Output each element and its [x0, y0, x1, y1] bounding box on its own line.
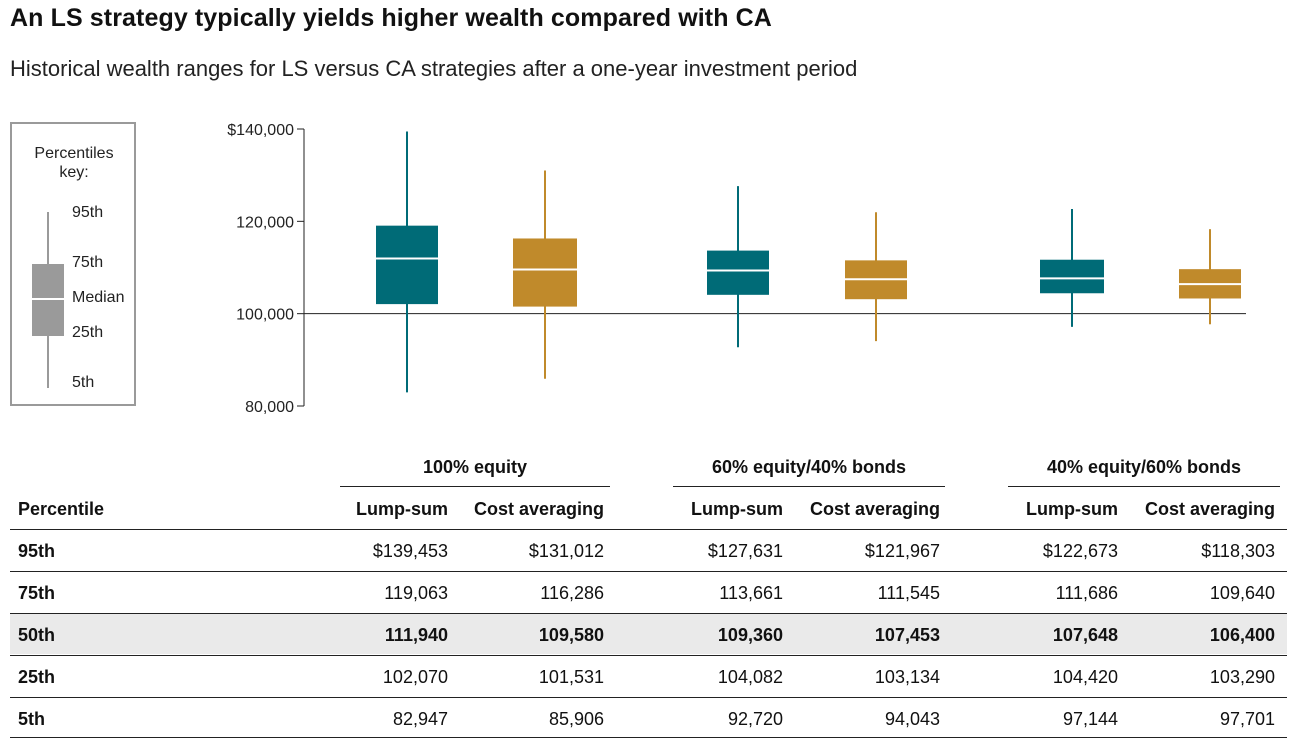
- legend-title-line1: Percentiles: [34, 145, 114, 162]
- table-cell: $121,967: [864, 541, 940, 561]
- group-underline: [673, 486, 945, 487]
- table-row-median: 50th 111,940 109,580 109,360 107,453 107…: [10, 613, 1287, 654]
- chart-title: An LS strategy typically yields higher w…: [10, 4, 772, 32]
- table-cell: 107,453: [874, 625, 940, 645]
- table-cell: 103,290: [1209, 667, 1275, 687]
- table-group-header: 100% equity: [422, 457, 528, 477]
- legend-median-line: [32, 298, 64, 300]
- legend-label-25th: 25th: [72, 324, 104, 341]
- table-cell: 82,947: [392, 709, 448, 729]
- column-header: Cost averaging: [1144, 499, 1275, 519]
- table-row: 75th 119,063 116,286 113,661 111,545 111…: [10, 571, 1287, 612]
- column-header: Lump-sum: [691, 499, 783, 519]
- row-label: 50th: [18, 625, 56, 645]
- table-cell: 111,686: [1055, 583, 1118, 603]
- table-cell: 111,940: [384, 625, 448, 645]
- table-cell: 116,286: [540, 583, 604, 603]
- table-cell: $131,012: [528, 541, 604, 561]
- legend-label-75th: 75th: [72, 254, 104, 271]
- table-row: 95th $139,453 $131,012 $127,631 $121,967…: [10, 529, 1287, 570]
- chart-subtitle: Historical wealth ranges for LS versus C…: [10, 56, 858, 81]
- row-label: 95th: [18, 541, 56, 561]
- lump-sum-box: [376, 225, 438, 305]
- box-plot-chart: $140,000 120,000 100,000 80,000: [227, 122, 1246, 416]
- cost-averaging-box: [513, 238, 577, 307]
- lump-sum-box: [1040, 259, 1104, 294]
- table-cell: 109,580: [538, 625, 604, 645]
- table-cell: $139,453: [372, 541, 448, 561]
- table-cell: 97,701: [1219, 709, 1275, 729]
- table-group-header: 60% equity/40% bonds: [711, 457, 907, 477]
- group-underline: [1008, 486, 1280, 487]
- table-cell: 104,420: [1052, 667, 1118, 687]
- table-cell: 85,906: [548, 709, 604, 729]
- table-cell: 109,640: [1209, 583, 1275, 603]
- table-cell: 97,144: [1062, 709, 1118, 729]
- table-cell: 103,134: [874, 667, 940, 687]
- table-cell: 101,531: [538, 667, 604, 687]
- column-header: Cost averaging: [473, 499, 604, 519]
- table-cell: $118,303: [1201, 541, 1275, 561]
- table-cell: 119,063: [384, 583, 448, 603]
- column-header: Lump-sum: [1026, 499, 1118, 519]
- legend-box-shape: [32, 264, 64, 336]
- y-axis-tick-label: 80,000: [245, 399, 294, 416]
- table-cell: 102,070: [382, 667, 448, 687]
- row-label: 75th: [18, 583, 56, 603]
- column-header-percentile: Percentile: [18, 499, 105, 519]
- legend-label-median: Median: [72, 289, 125, 306]
- table-cell: $122,673: [1042, 541, 1118, 561]
- table-cell: 92,720: [727, 709, 783, 729]
- row-label: 25th: [18, 667, 56, 687]
- legend-label-5th: 5th: [72, 374, 95, 391]
- lump-sum-box: [707, 250, 769, 295]
- column-header: Lump-sum: [356, 499, 448, 519]
- y-axis-tick-label: 120,000: [236, 214, 294, 231]
- table-cell: 106,400: [1209, 625, 1275, 645]
- group-underline: [340, 486, 610, 487]
- table-row: 25th 102,070 101,531 104,082 103,134 104…: [10, 655, 1287, 696]
- table-cell: 113,661: [719, 583, 783, 603]
- table-cell: $127,631: [707, 541, 783, 561]
- legend-title: Percentiles key:: [12, 144, 136, 182]
- table-cell: 111,545: [877, 583, 940, 603]
- y-axis-tick-label: $140,000: [227, 122, 294, 139]
- y-axis-tick-label: 100,000: [236, 307, 294, 324]
- legend-title-line2: key:: [59, 164, 89, 181]
- table-cell: 107,648: [1052, 625, 1118, 645]
- table-cell: 94,043: [884, 709, 940, 729]
- column-header: Cost averaging: [809, 499, 940, 519]
- table-row: 5th 82,947 85,906 92,720 94,043 97,144 9…: [10, 697, 1287, 738]
- percentiles-key: Percentiles key: 95th 75th Median 25th 5…: [10, 122, 136, 406]
- table-group-header: 40% equity/60% bonds: [1046, 457, 1242, 477]
- table-cell: 109,360: [717, 625, 783, 645]
- legend-label-95th: 95th: [72, 204, 104, 221]
- row-label: 5th: [18, 709, 45, 729]
- table-cell: 104,082: [717, 667, 783, 687]
